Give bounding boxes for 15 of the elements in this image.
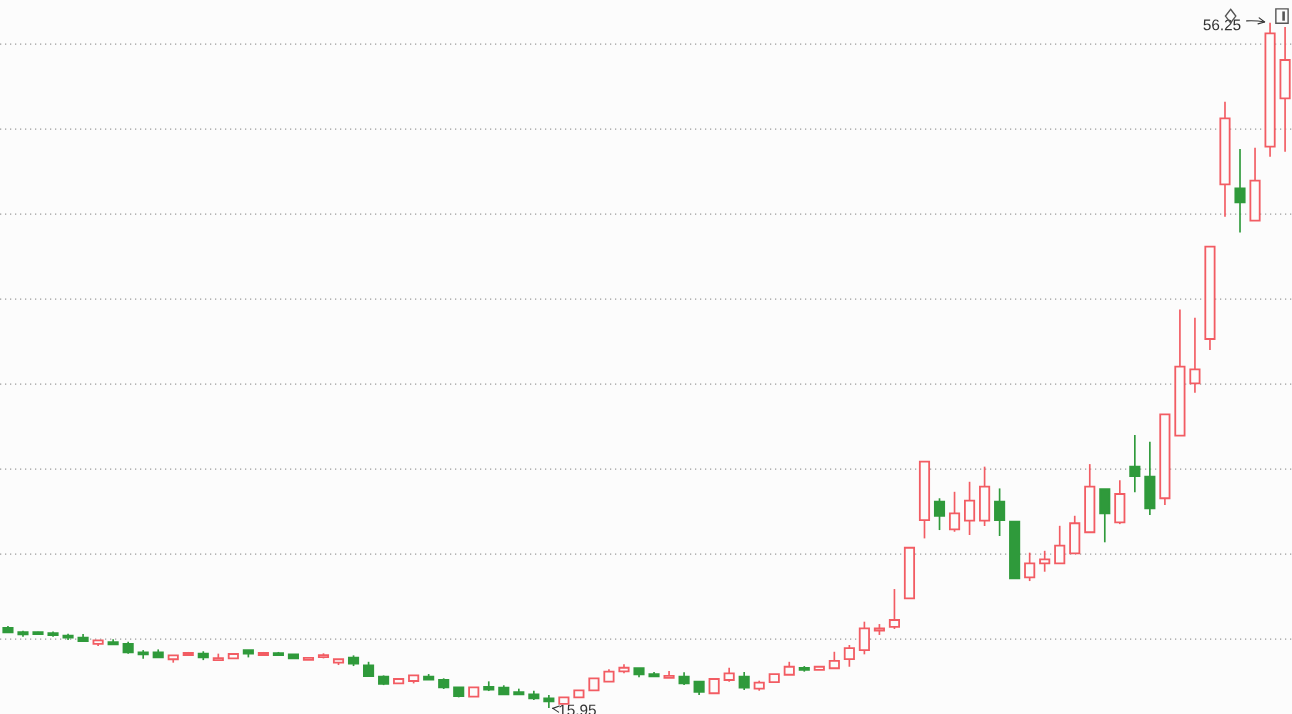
candlestick [1234,148,1246,234]
candlestick [994,487,1006,537]
candlestick [858,620,870,656]
annotation: 56.25 [1203,19,1241,31]
candlestick [843,644,855,668]
candlestick [738,671,750,691]
candlestick [964,480,976,536]
candlestick [888,588,901,630]
candlestick [1129,434,1141,494]
candlestick [933,497,946,531]
candlestick [1024,551,1036,582]
candlestick [948,490,961,533]
candlestick [1039,549,1051,573]
candlestick [1189,316,1201,394]
candlestick [1054,524,1066,565]
